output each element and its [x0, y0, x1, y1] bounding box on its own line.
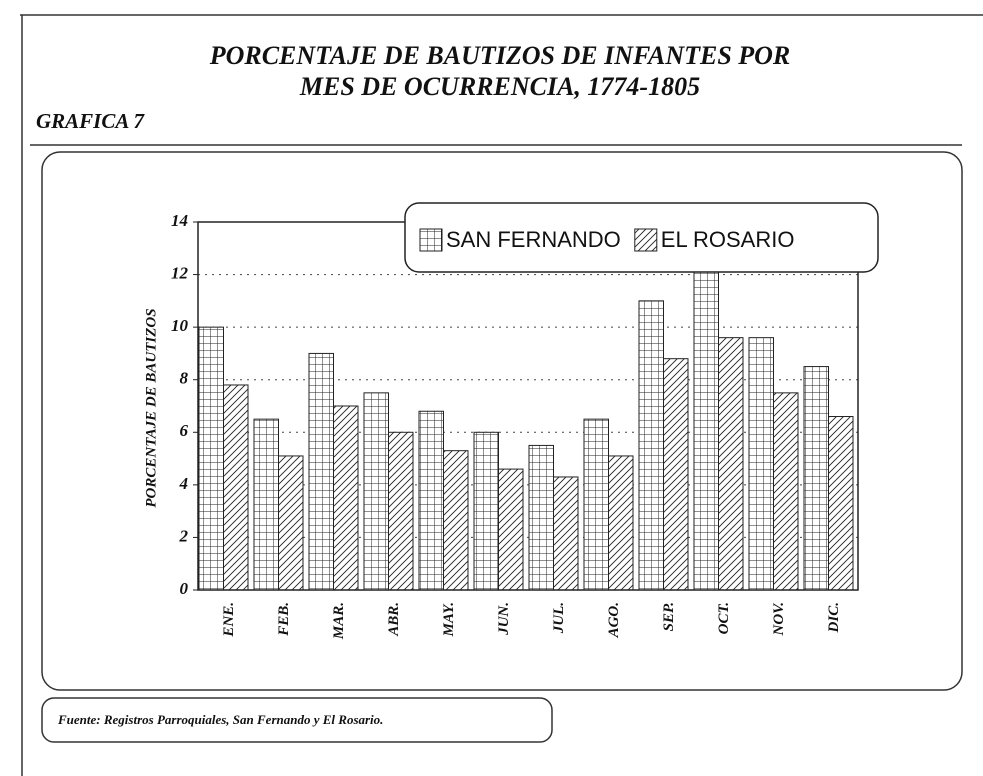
bar [528, 444, 554, 591]
legend-swatch [634, 228, 658, 252]
y-tick-label: 6 [180, 421, 189, 440]
bar [773, 392, 799, 591]
bar [638, 300, 664, 591]
y-axis-label: PORCENTAJE DE BAUTIZOS [143, 308, 159, 507]
bar [718, 337, 744, 591]
bar [333, 405, 359, 591]
bar [748, 337, 774, 591]
bar [583, 418, 609, 591]
source-box [41, 697, 553, 743]
y-tick-label: 12 [171, 263, 189, 282]
x-tick-label: SEP. [661, 602, 677, 631]
x-tick-label: DIC. [826, 602, 842, 633]
y-tick-label: 8 [180, 369, 189, 388]
y-tick-label: 10 [171, 316, 189, 335]
bar [198, 326, 224, 591]
bar [693, 268, 719, 591]
bar [663, 358, 689, 591]
x-tick-label: AGO. [606, 602, 622, 638]
x-tick-label: ENE. [221, 602, 237, 638]
x-tick-label: FEB. [276, 602, 292, 637]
bar [363, 392, 389, 591]
x-tick-label: JUN. [496, 602, 512, 636]
y-tick-label: 0 [180, 579, 189, 598]
y-tick-label: 14 [171, 211, 188, 230]
bar [828, 416, 854, 591]
chart-title: PORCENTAJE DE BAUTIZOS DE INFANTES POR [209, 41, 791, 70]
x-tick-label: ABR. [386, 602, 402, 637]
legend-swatch [419, 228, 443, 252]
bar [223, 384, 249, 591]
bar [473, 431, 499, 591]
y-tick-label: 4 [179, 474, 189, 493]
bar [608, 455, 634, 591]
bar [278, 455, 304, 591]
x-tick-label: OCT. [716, 602, 732, 634]
legend-label: EL ROSARIO [661, 227, 795, 252]
legend-label: SAN FERNANDO [446, 227, 621, 252]
bar [443, 450, 469, 591]
source-note: Fuente: Registros Parroquiales, San Fern… [57, 712, 383, 727]
chart-subtitle: GRAFICA 7 [36, 109, 145, 133]
x-tick-label: JUL. [551, 602, 567, 634]
chart-title: MES DE OCURRENCIA, 1774-1805 [299, 72, 700, 101]
bar [498, 468, 524, 591]
bar [253, 418, 279, 591]
bar [418, 410, 444, 591]
x-tick-label: MAY. [441, 602, 457, 637]
y-tick-label: 2 [179, 526, 189, 545]
bar [553, 476, 579, 591]
panel [41, 151, 963, 691]
x-tick-label: MAR. [331, 602, 347, 640]
bar [803, 366, 829, 591]
bar [388, 431, 414, 591]
x-tick-label: NOV. [771, 602, 787, 637]
bar [308, 352, 334, 591]
